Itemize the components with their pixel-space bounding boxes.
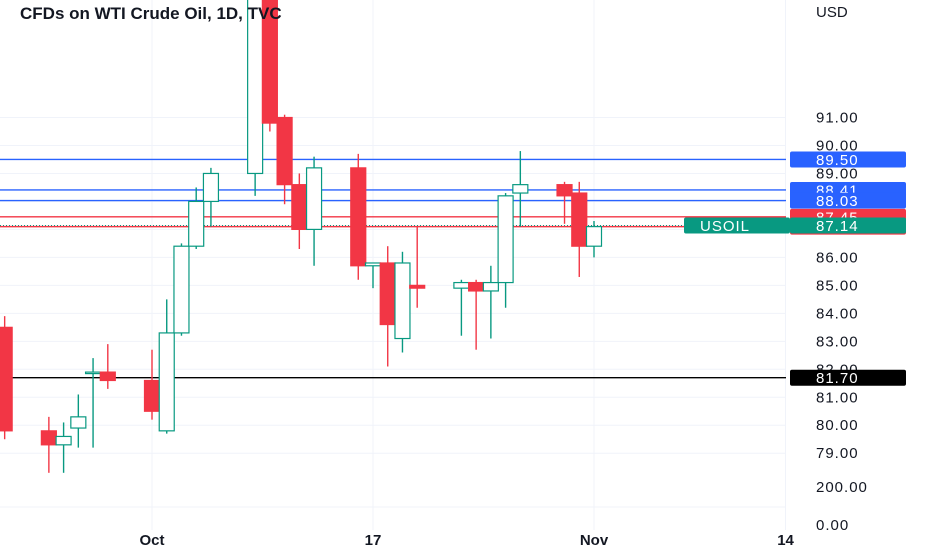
price-tag: 88.03	[790, 192, 906, 210]
y-tick-label: 80.00	[816, 417, 859, 434]
candle-body	[55, 435, 72, 446]
x-tick-label: 14	[777, 532, 794, 549]
price-tag: 89.50	[790, 151, 906, 169]
horizontal-lines	[0, 158, 786, 379]
candle-body	[261, 0, 278, 124]
symbol-tag-label: USOIL	[700, 218, 750, 235]
candle[interactable]	[158, 299, 175, 434]
y-tick-label: 85.00	[816, 277, 859, 294]
candle-body	[497, 195, 514, 284]
candle[interactable]	[585, 221, 603, 258]
candles	[0, 0, 603, 473]
price-tag-label: 81.70	[816, 370, 859, 387]
symbol-tag-background	[684, 217, 790, 234]
y-tick-label: 86.00	[816, 249, 859, 266]
price-tag-background	[790, 192, 906, 209]
y-tick-label: 89.00	[816, 165, 859, 182]
candle[interactable]	[55, 422, 72, 473]
candle-body	[394, 262, 411, 340]
candle[interactable]	[409, 226, 426, 308]
candle-body	[305, 167, 323, 231]
candle-body	[291, 184, 308, 231]
candle[interactable]	[99, 344, 116, 389]
volume-scale-label: 0.00	[816, 517, 849, 534]
candle-body	[468, 281, 485, 292]
candle[interactable]	[394, 251, 411, 353]
y-tick-label: 81.00	[816, 389, 859, 406]
candle-body	[0, 326, 13, 432]
candle[interactable]	[305, 156, 323, 266]
y-tick-label: 83.00	[816, 333, 859, 350]
candle-body	[173, 245, 190, 334]
candle[interactable]	[202, 167, 220, 227]
candle-body	[40, 430, 57, 446]
candle-body	[571, 192, 588, 247]
x-tick-label: Oct	[139, 532, 164, 549]
candle-body	[482, 281, 499, 292]
candle[interactable]	[453, 279, 470, 336]
price-tag-label: 87.14	[816, 218, 859, 235]
candle[interactable]	[70, 394, 87, 448]
y-tick-label: 79.00	[816, 445, 859, 462]
price-tag-label: 88.03	[816, 193, 859, 210]
candle[interactable]	[364, 262, 382, 289]
candle[interactable]	[276, 114, 293, 205]
price-tag-background	[790, 217, 906, 234]
candle[interactable]	[84, 358, 102, 448]
y-tick-label: 91.00	[816, 110, 859, 127]
candle[interactable]	[571, 181, 588, 277]
candle[interactable]	[497, 193, 514, 308]
symbol-tag: USOIL	[684, 217, 790, 235]
candle-body	[364, 262, 382, 267]
candle[interactable]	[173, 243, 190, 336]
y-tick-label: 90.00	[816, 137, 859, 154]
candle-body	[350, 167, 367, 267]
candle-body	[556, 184, 573, 197]
candle[interactable]	[188, 187, 205, 249]
x-tick-label: Nov	[580, 532, 609, 549]
candle[interactable]	[512, 151, 529, 227]
y-tick-label: 84.00	[816, 305, 859, 322]
grid	[0, 0, 787, 530]
candle-body	[247, 0, 264, 175]
volume-scale-label: 200.00	[816, 479, 868, 496]
price-axis-background	[786, 0, 932, 550]
candle-body	[158, 332, 175, 432]
candle-body	[99, 371, 116, 382]
price-tag: 81.70	[790, 369, 906, 387]
candle[interactable]	[0, 316, 13, 440]
candle-body	[585, 226, 603, 247]
candle-body	[379, 262, 396, 326]
candle-body	[84, 371, 102, 375]
candle-body	[453, 281, 470, 289]
candle[interactable]	[291, 173, 308, 249]
candle-body	[188, 200, 205, 247]
price-tag-background	[790, 151, 906, 168]
candle-body	[276, 116, 293, 186]
price-tag: 87.14	[790, 217, 906, 235]
candle-body	[512, 184, 529, 194]
candle[interactable]	[261, 0, 278, 132]
price-tag-background	[790, 369, 906, 386]
candle[interactable]	[468, 279, 485, 350]
candle[interactable]	[247, 0, 264, 196]
candle[interactable]	[143, 349, 161, 420]
currency-label: USD	[816, 4, 848, 21]
candle-body	[409, 284, 426, 289]
candle[interactable]	[482, 265, 499, 339]
x-tick-label: 17	[365, 532, 382, 549]
candle-body	[143, 379, 161, 412]
candle[interactable]	[379, 246, 396, 367]
candle-body	[202, 172, 220, 203]
chart-title: CFDs on WTI Crude Oil, 1D, TVC	[20, 4, 282, 23]
candle[interactable]	[350, 153, 367, 280]
price-tag-label: 89.50	[816, 152, 859, 169]
time-axis[interactable]: Oct 17 Nov 14	[139, 532, 794, 549]
candle-body	[70, 416, 87, 429]
candle[interactable]	[556, 181, 573, 224]
